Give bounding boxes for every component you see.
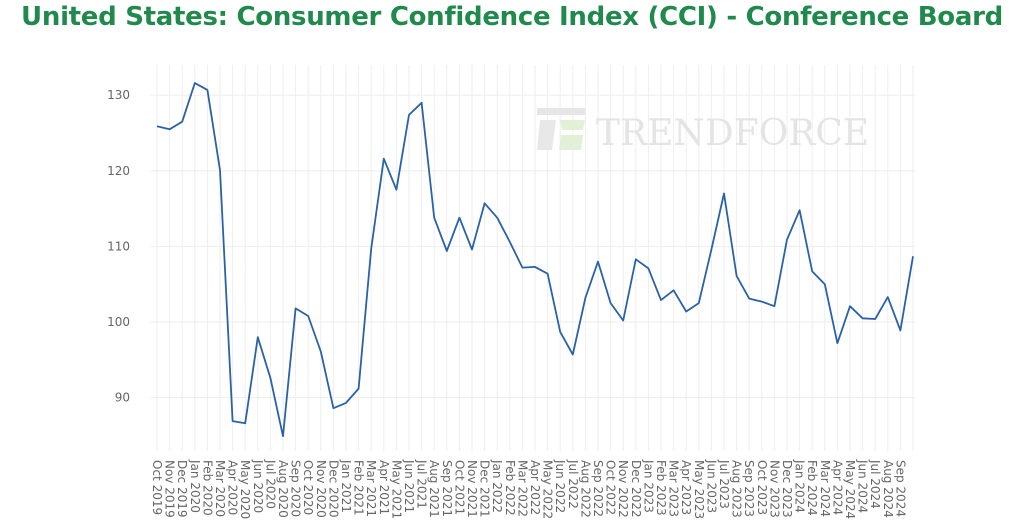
x-tick-label: Feb 2024 bbox=[805, 460, 819, 516]
x-tick-label: Apr 2021 bbox=[377, 460, 391, 515]
x-tick-label: Dec 2019 bbox=[175, 460, 189, 518]
x-tick-label: May 2022 bbox=[541, 460, 555, 519]
x-tick-label: Apr 2023 bbox=[679, 460, 693, 515]
x-tick-label: Mar 2020 bbox=[213, 460, 227, 517]
x-tick-label: Apr 2022 bbox=[528, 460, 542, 515]
x-tick-label: Nov 2023 bbox=[767, 460, 781, 518]
x-tick-label: Nov 2019 bbox=[163, 460, 177, 518]
x-tick-label: Aug 2020 bbox=[276, 460, 290, 518]
x-tick-label: Sep 2024 bbox=[893, 460, 907, 517]
x-tick-label: Feb 2022 bbox=[503, 460, 517, 516]
x-tick-label: Jul 2021 bbox=[415, 459, 429, 509]
x-tick-label: Mar 2022 bbox=[515, 460, 529, 517]
x-tick-label: Apr 2020 bbox=[226, 460, 240, 515]
x-tick-label: Mar 2023 bbox=[667, 460, 681, 517]
x-tick-label: Aug 2023 bbox=[730, 460, 744, 518]
y-tick-label: 90 bbox=[115, 391, 130, 405]
x-tick-label: Jul 2020 bbox=[263, 459, 277, 509]
x-tick-label: Jan 2020 bbox=[188, 459, 202, 513]
x-tick-label: Mar 2021 bbox=[364, 460, 378, 517]
x-tick-label: Sep 2020 bbox=[289, 460, 303, 517]
trendforce-logo-icon bbox=[537, 108, 585, 150]
x-tick-label: Sep 2023 bbox=[742, 460, 756, 517]
x-tick-label: Aug 2022 bbox=[578, 460, 592, 518]
x-tick-label: Oct 2022 bbox=[604, 460, 618, 515]
x-tick-label: Oct 2019 bbox=[150, 460, 164, 515]
x-tick-label: May 2021 bbox=[389, 460, 403, 519]
x-tick-label: Dec 2023 bbox=[780, 460, 794, 518]
x-tick-label: Feb 2023 bbox=[654, 460, 668, 516]
grid bbox=[150, 65, 915, 451]
x-tick-label: Sep 2021 bbox=[440, 460, 454, 517]
x-tick-label: Jul 2023 bbox=[717, 459, 731, 509]
x-tick-label: Nov 2022 bbox=[616, 460, 630, 518]
x-tick-label: Jul 2024 bbox=[868, 459, 882, 509]
x-tick-label: Nov 2020 bbox=[314, 460, 328, 518]
x-tick-label: Oct 2021 bbox=[452, 460, 466, 515]
x-tick-label: Jun 2023 bbox=[704, 459, 718, 513]
x-tick-label: Mar 2024 bbox=[818, 460, 832, 517]
x-tick-label: Dec 2020 bbox=[326, 460, 340, 518]
x-tick-label: Jun 2021 bbox=[402, 459, 416, 513]
x-tick-label: Dec 2021 bbox=[478, 460, 492, 518]
x-tick-label: Feb 2020 bbox=[200, 460, 214, 516]
x-tick-label: Jan 2022 bbox=[490, 459, 504, 513]
x-tick-label: May 2024 bbox=[843, 460, 857, 519]
x-tick-label: Jun 2024 bbox=[856, 459, 870, 513]
watermark-text: TRENDFORCE bbox=[596, 113, 869, 154]
x-tick-label: Oct 2023 bbox=[755, 460, 769, 515]
x-tick-label: Oct 2020 bbox=[301, 460, 315, 515]
x-tick-label: May 2020 bbox=[238, 460, 252, 519]
chart-title: United States: Consumer Confidence Index… bbox=[21, 2, 1003, 32]
x-tick-label: Jan 2023 bbox=[641, 459, 655, 513]
y-tick-label: 100 bbox=[107, 315, 130, 329]
x-tick-label: Jun 2022 bbox=[553, 459, 567, 513]
x-tick-label: Apr 2024 bbox=[830, 460, 844, 515]
trendforce-watermark: TRENDFORCE bbox=[537, 108, 869, 154]
y-tick-label: 120 bbox=[107, 164, 130, 178]
x-tick-label: Sep 2022 bbox=[591, 460, 605, 517]
x-tick-label: Nov 2021 bbox=[465, 460, 479, 518]
x-tick-label: Jun 2020 bbox=[251, 459, 265, 513]
x-tick-label: Dec 2022 bbox=[629, 460, 643, 518]
y-tick-label: 110 bbox=[107, 239, 130, 253]
x-tick-label: May 2023 bbox=[692, 460, 706, 519]
x-tick-label: Aug 2021 bbox=[427, 460, 441, 518]
x-tick-label: Jul 2022 bbox=[566, 459, 580, 509]
x-tick-label: Jan 2024 bbox=[793, 459, 807, 513]
x-tick-label: Jan 2021 bbox=[339, 459, 353, 513]
x-tick-label: Feb 2021 bbox=[352, 460, 366, 516]
y-tick-label: 130 bbox=[107, 88, 130, 102]
x-tick-label: Aug 2024 bbox=[881, 460, 895, 518]
